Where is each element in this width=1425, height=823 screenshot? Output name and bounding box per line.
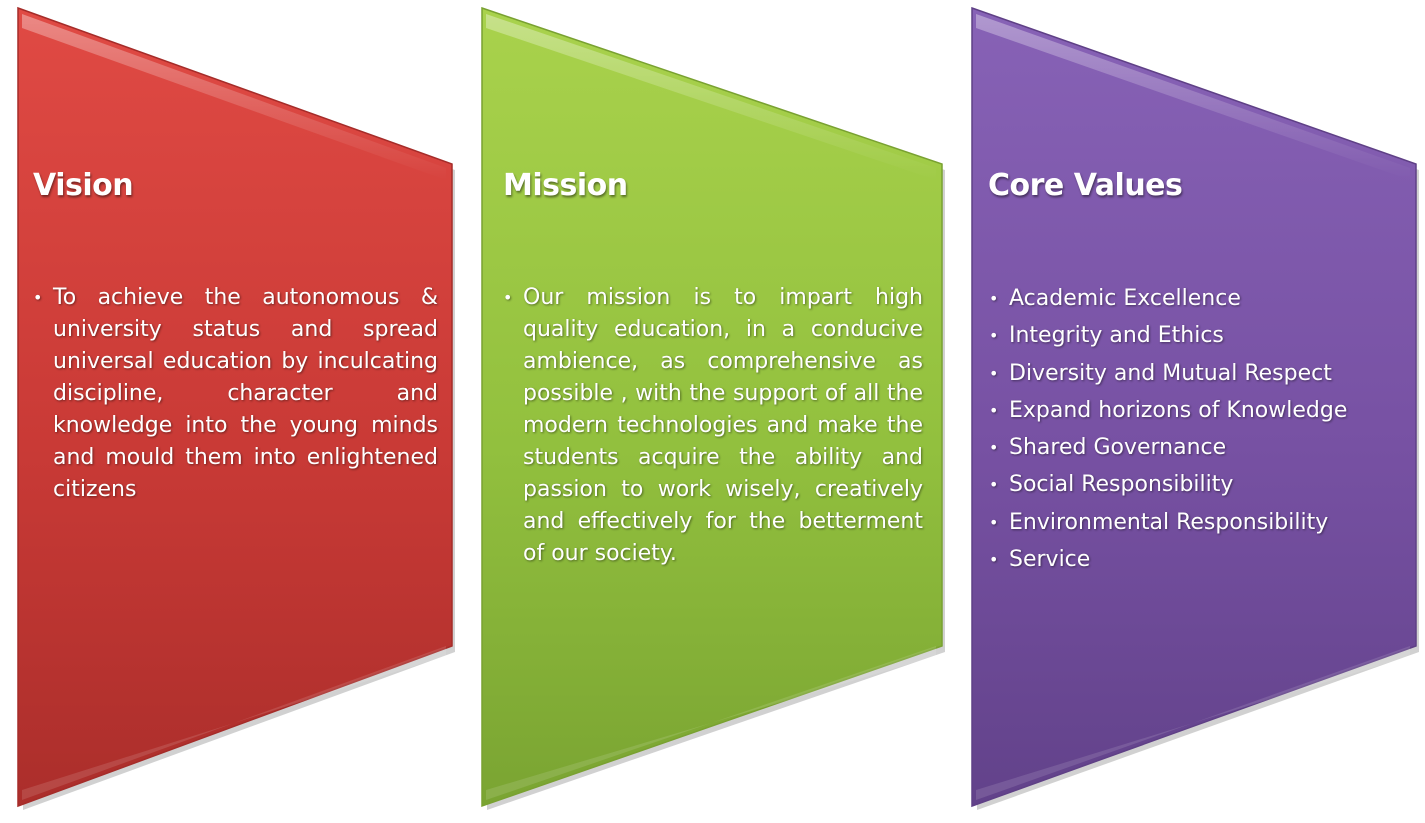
mission-body: • Our mission is to impart high quality … bbox=[503, 282, 923, 570]
bullet-icon: • bbox=[989, 289, 999, 308]
core-values-title: Core Values bbox=[988, 168, 1183, 203]
list-item: • Social Responsibility bbox=[989, 466, 1399, 503]
bullet-icon: • bbox=[33, 288, 43, 307]
list-item: • Service bbox=[989, 541, 1399, 578]
bullet-icon: • bbox=[989, 438, 999, 458]
vision-panel: Vision • To achieve the autonomous & uni… bbox=[0, 0, 460, 823]
bullet-icon: • bbox=[989, 512, 999, 532]
bullet-icon: • bbox=[989, 550, 999, 570]
bullet-icon: • bbox=[989, 326, 999, 346]
vision-bullet: • To achieve the autonomous & university… bbox=[33, 282, 438, 506]
vision-panel-shape bbox=[17, 6, 455, 810]
list-item: • Shared Governance bbox=[989, 429, 1399, 466]
bullet-icon: • bbox=[989, 475, 999, 495]
vision-text: To achieve the autonomous & university s… bbox=[53, 285, 438, 502]
vision-body: • To achieve the autonomous & university… bbox=[33, 282, 438, 506]
core-values-list: • Academic Excellence • Integrity and Ethi… bbox=[989, 280, 1399, 578]
list-item: • Expand horizons of Knowledge bbox=[989, 392, 1399, 429]
mission-panel-shape bbox=[481, 6, 945, 810]
core-values-body: • Academic Excellence • Integrity and Ethi… bbox=[989, 280, 1399, 578]
mission-text: Our mission is to impart high quality ed… bbox=[523, 285, 923, 566]
bullet-icon: • bbox=[989, 400, 999, 420]
mission-panel: Mission • Our mission is to impart high … bbox=[470, 0, 950, 823]
core-values-panel: Core Values • Academic Excellence • Integr… bbox=[960, 0, 1425, 823]
core-values-panel-shape bbox=[971, 6, 1419, 810]
list-item: • Diversity and Mutual Respect bbox=[989, 355, 1399, 392]
list-item: • Academic Excellence bbox=[989, 280, 1399, 317]
vision-title: Vision bbox=[33, 168, 134, 203]
bullet-icon: • bbox=[503, 288, 513, 307]
mission-title: Mission bbox=[503, 168, 628, 203]
list-item: • Environmental Responsibility bbox=[989, 504, 1399, 541]
mission-bullet: • Our mission is to impart high quality … bbox=[503, 282, 923, 570]
bullet-icon: • bbox=[989, 363, 999, 383]
list-item: • Integrity and Ethics bbox=[989, 317, 1399, 354]
